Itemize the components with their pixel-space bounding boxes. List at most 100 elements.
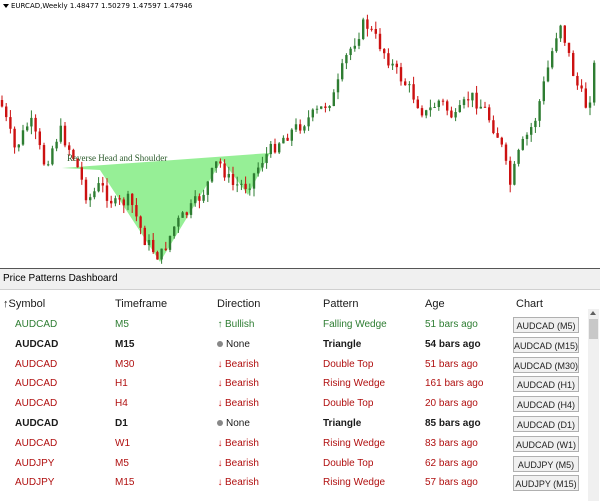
candle-body [126,193,130,206]
vertical-scrollbar[interactable] [588,309,599,501]
direction-label: Bearish [225,457,259,469]
candle-body [282,137,285,144]
table-row[interactable]: AUDCAD W1 ↓ Bearish Rising Wedge 83 bars ago A… [0,435,586,455]
cell-symbol: AUDCAD [15,319,58,330]
cell-direction: ↓ Bearish [215,438,259,449]
candle-body [593,62,596,103]
candle-body [446,101,449,111]
table-header: ↑Symbol Timeframe Direction Pattern Age … [0,292,586,316]
candle-body [450,110,453,118]
candle-body [294,124,298,130]
candle-body [118,198,121,200]
candle-body [378,33,382,50]
header-chart[interactable]: Chart [516,298,543,310]
open-chart-button[interactable]: AUDCAD (W1) [513,435,579,452]
direction-label: Bearish [225,477,259,489]
candle-body [458,105,461,113]
candle-body [391,63,394,66]
open-chart-button[interactable]: AUDJPY (M5) [513,455,579,472]
cell-age: 51 bars ago [425,319,478,330]
scrollbar-thumb[interactable] [589,319,598,339]
cell-age: 51 bars ago [425,358,478,370]
candle-body [84,179,88,201]
arrow-down-icon: ↓ [217,358,223,370]
arrow-down-icon: ↓ [217,437,223,449]
candlestick-chart[interactable] [0,0,600,268]
table-row[interactable]: AUDCAD M5 ↑ Bullish Falling Wedge 51 bars ago… [0,316,586,336]
arrow-down-icon: ↓ [217,378,223,390]
candle-body [231,173,235,185]
table-row[interactable]: AUDJPY M15 ↓ Bearish Rising Wedge 57 bars ago… [0,474,586,494]
table-row[interactable]: AUDCAD H1 ↓ Bearish Rising Wedge 161 bars ago… [0,375,586,395]
cell-pattern: Triangle [323,338,362,350]
cell-pattern: Falling Wedge [323,319,387,330]
candle-body [475,92,478,109]
cell-direction: ↓ Bearish [215,359,259,370]
candle-body [252,173,256,189]
candle-body [97,183,100,192]
candle-body [181,212,184,218]
cell-direction: None [215,418,250,429]
cell-pattern: Rising Wedge [323,378,386,390]
candle-body [265,154,268,164]
cell-age: 57 bars ago [425,477,478,489]
price-chart[interactable]: EURCAD,Weekly 1.48477 1.50279 1.47597 1.… [0,0,600,268]
open-chart-button[interactable]: AUDCAD (H1) [513,376,579,393]
open-chart-button[interactable]: AUDCAD (M5) [513,317,579,333]
candle-body [416,99,419,109]
table-row[interactable]: AUDCAD M30 ↓ Bearish Double Top 51 bars ago AU… [0,356,586,376]
cell-direction: ↓ Bearish [215,378,259,389]
open-chart-button[interactable]: AUDCAD (H4) [513,396,579,413]
candle-body [488,107,491,121]
candle-body [55,141,58,149]
table-row[interactable]: AUDCAD D1 None Triangle 85 bars ago AUDCAD (D… [0,415,586,435]
candle-body [504,144,508,161]
chart-symbol-text: EURCAD,Weekly 1.48477 1.50279 1.47597 1.… [11,2,193,10]
dropdown-triangle-icon[interactable] [3,4,9,8]
candle-body [580,85,583,89]
candle-body [454,112,457,118]
sort-arrow-icon: ↑ [3,298,9,310]
candle-body [278,143,281,153]
candle-body [366,19,369,29]
candle-body [399,67,403,82]
cell-pattern: Double Top [323,457,374,469]
candle-body [13,128,16,148]
cell-symbol: AUDCAD [15,358,58,370]
open-chart-button[interactable]: AUDCAD (M30) [513,356,579,373]
open-chart-button[interactable]: AUDJPY (M15) [513,475,579,492]
candle-body [248,188,251,190]
cell-timeframe: W1 [115,437,130,449]
cell-symbol: AUDCAD [15,418,59,429]
header-timeframe[interactable]: Timeframe [115,298,168,310]
header-pattern[interactable]: Pattern [323,298,359,310]
table-row[interactable]: AUDJPY M5 ↓ Bearish Double Top 62 bars ago AUD… [0,455,586,475]
candle-body [429,107,432,111]
header-age[interactable]: Age [425,298,445,310]
open-chart-button[interactable]: AUDCAD (D1) [513,416,579,432]
cell-pattern: Rising Wedge [323,477,386,489]
candle-body [315,108,319,110]
direction-label: None [226,338,250,350]
candle-body [286,137,289,141]
cell-direction: ↓ Bearish [215,458,259,469]
candle-body [168,235,172,250]
scroll-up-icon[interactable] [590,311,596,315]
header-symbol[interactable]: ↑Symbol [3,298,46,310]
header-direction[interactable]: Direction [217,298,261,310]
candle-body [425,110,428,116]
table-row[interactable]: AUDCAD M15 None Triangle 54 bars ago AUDCAD (… [0,336,586,356]
candle-body [567,42,571,53]
open-chart-button[interactable]: AUDCAD (M15) [513,336,579,353]
table-row[interactable]: AUDCAD H4 ↓ Bearish Double Top 20 bars ago AUD… [0,395,586,415]
candle-body [269,143,272,155]
candle-body [202,194,205,201]
candle-body [521,138,524,150]
candle-body [467,99,470,101]
candle-body [34,117,37,132]
candle-body [576,75,579,86]
candle-body [483,106,487,108]
candle-body [261,163,264,168]
candle-body [303,126,306,131]
candle-body [433,106,436,108]
